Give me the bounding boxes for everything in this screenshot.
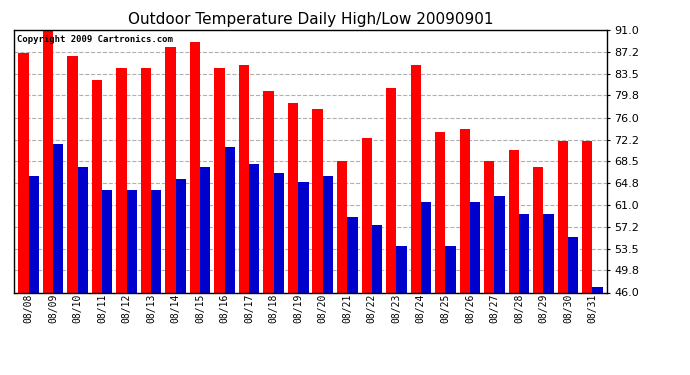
Bar xyxy=(126,190,137,292)
Bar xyxy=(337,161,347,292)
Bar xyxy=(568,237,578,292)
Bar xyxy=(544,214,554,292)
Bar xyxy=(313,109,323,292)
Title: Outdoor Temperature Daily High/Low 20090901: Outdoor Temperature Daily High/Low 20090… xyxy=(128,12,493,27)
Bar xyxy=(519,214,529,292)
Bar xyxy=(264,91,274,292)
Bar xyxy=(151,190,161,292)
Bar xyxy=(509,150,519,292)
Bar xyxy=(53,144,63,292)
Bar xyxy=(484,161,495,292)
Bar xyxy=(67,56,77,292)
Bar xyxy=(225,147,235,292)
Bar xyxy=(347,217,357,292)
Bar xyxy=(77,167,88,292)
Bar xyxy=(372,225,382,292)
Bar xyxy=(215,68,225,292)
Bar xyxy=(141,68,151,292)
Bar xyxy=(288,103,298,292)
Bar xyxy=(396,246,406,292)
Bar xyxy=(323,176,333,292)
Bar xyxy=(249,164,259,292)
Bar xyxy=(421,202,431,292)
Bar xyxy=(593,286,603,292)
Bar xyxy=(445,246,455,292)
Bar xyxy=(582,141,593,292)
Bar xyxy=(176,179,186,292)
Bar xyxy=(362,138,372,292)
Bar xyxy=(411,65,421,292)
Bar xyxy=(200,167,210,292)
Bar xyxy=(460,129,470,292)
Text: Copyright 2009 Cartronics.com: Copyright 2009 Cartronics.com xyxy=(17,35,172,44)
Bar xyxy=(92,80,102,292)
Bar xyxy=(18,53,28,292)
Bar xyxy=(102,190,112,292)
Bar xyxy=(274,173,284,292)
Bar xyxy=(43,30,53,292)
Bar xyxy=(298,182,308,292)
Bar xyxy=(190,42,200,292)
Bar xyxy=(117,68,126,292)
Bar xyxy=(558,141,568,292)
Bar xyxy=(166,48,176,292)
Bar xyxy=(28,176,39,292)
Bar xyxy=(470,202,480,292)
Bar xyxy=(386,88,396,292)
Bar xyxy=(435,132,445,292)
Bar xyxy=(495,196,504,292)
Bar xyxy=(533,167,544,292)
Bar xyxy=(239,65,249,292)
